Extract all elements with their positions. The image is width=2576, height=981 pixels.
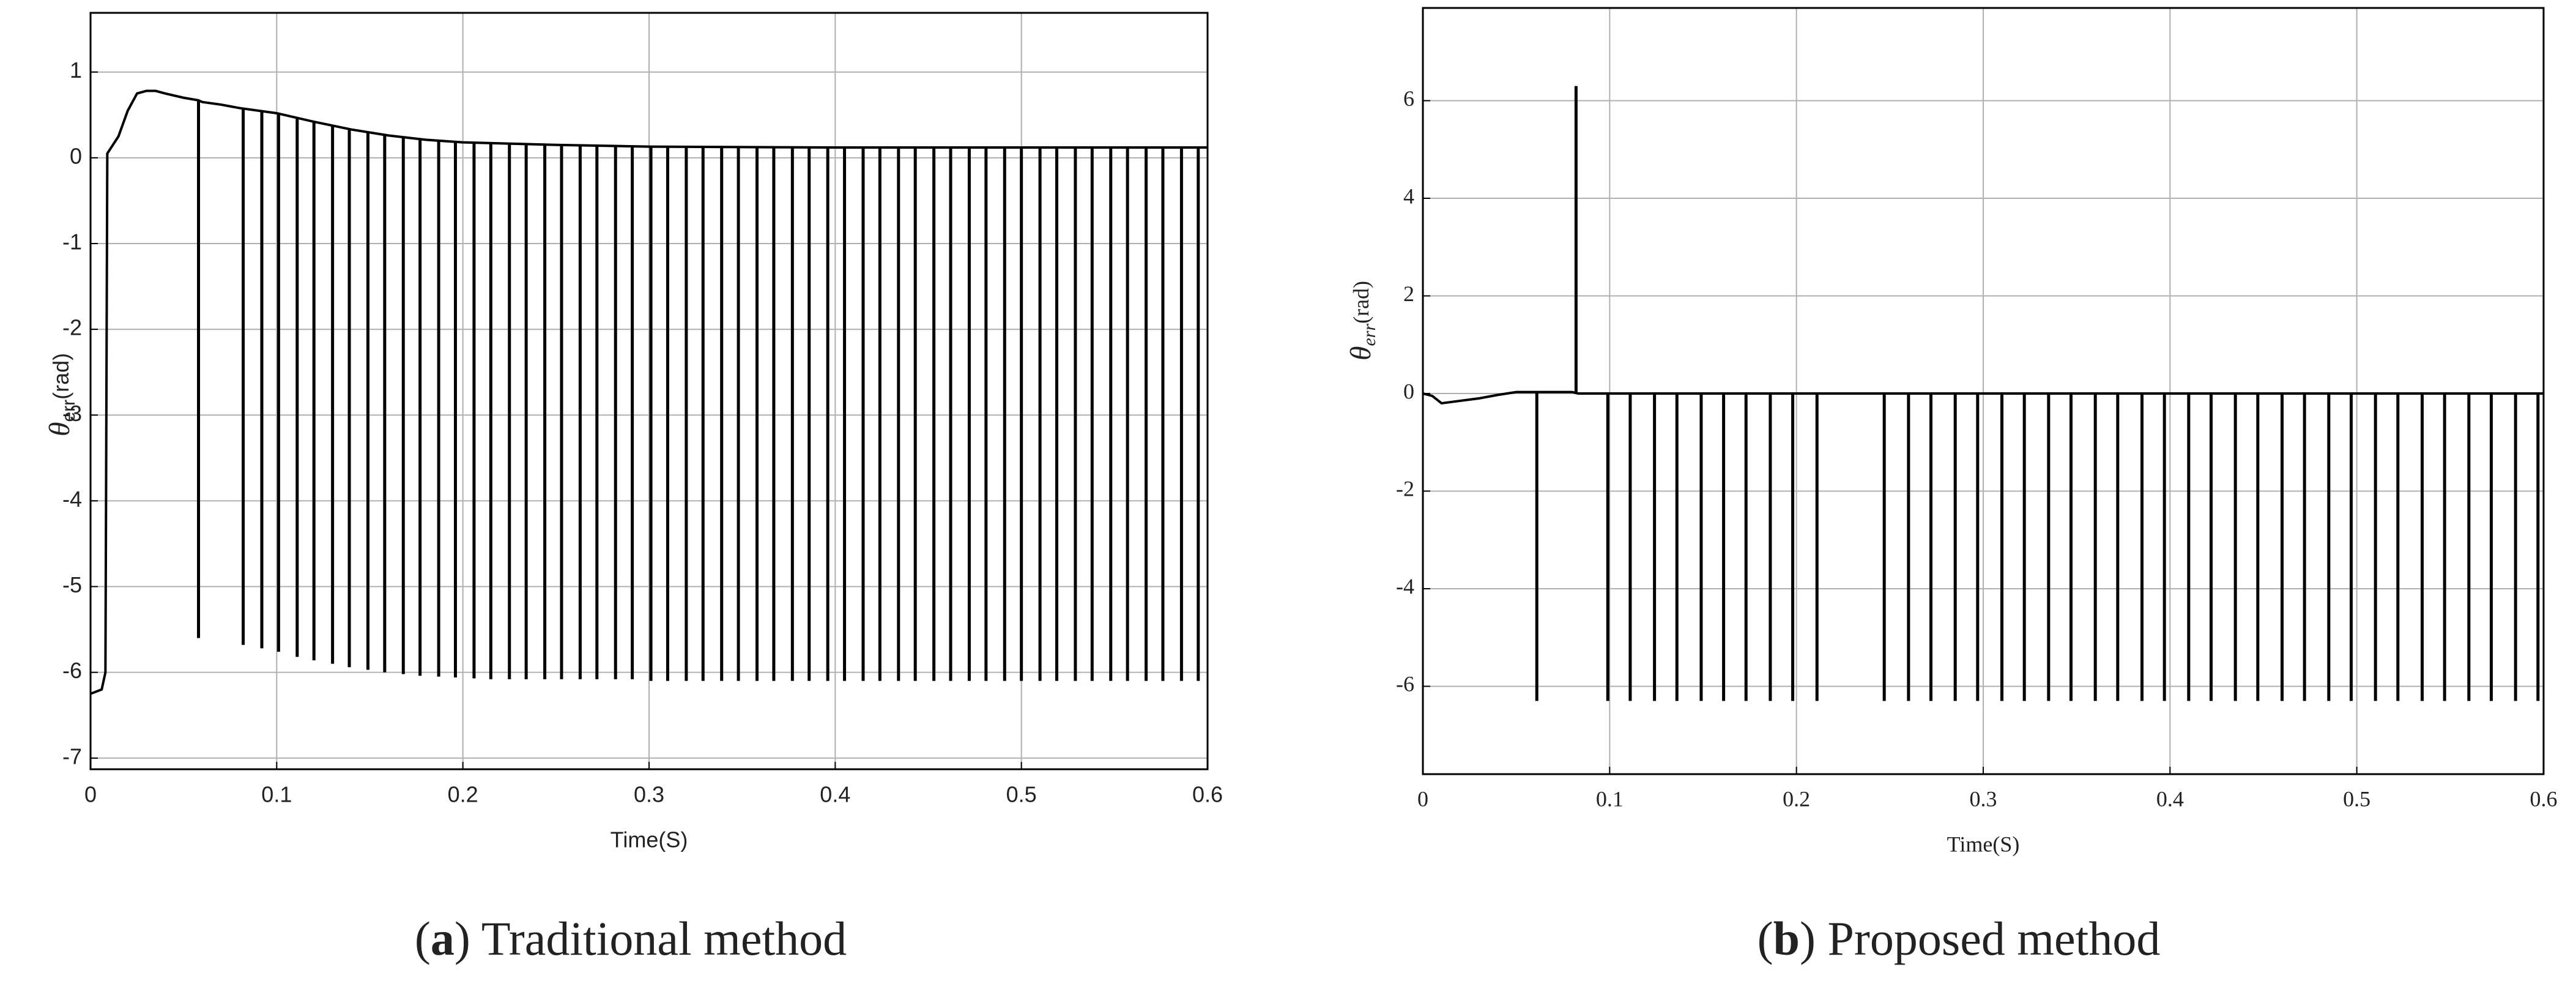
y-tick-label: -2 (62, 315, 82, 340)
caption-part: ) Traditional method (455, 912, 847, 965)
y-tick-label: -2 (1396, 477, 1414, 501)
series-line (1422, 390, 2544, 405)
y-tick-label: 0 (1403, 379, 1414, 403)
y-label-unit: (rad) (48, 353, 73, 400)
caption-part: a (431, 912, 455, 965)
x-tick-label: 0.1 (1596, 786, 1624, 811)
y-axis-label: θerr(rad) (43, 353, 79, 436)
x-tick-label: 0.2 (1783, 786, 1810, 811)
x-tick-label: 0.3 (1970, 786, 1997, 811)
y-label-subscript: err (59, 400, 79, 422)
y-tick-label: 6 (1403, 86, 1414, 111)
x-tick-label: 0.5 (1006, 782, 1037, 807)
y-tick-label: -6 (1396, 672, 1414, 696)
y-tick-label: 0 (70, 143, 82, 168)
x-tick-label: 0.1 (261, 782, 292, 807)
y-tick-label: -3 (62, 401, 82, 426)
x-tick-label: 0.5 (2343, 786, 2370, 811)
x-axis-label: Time(S) (1947, 832, 2020, 856)
y-tick-label: -4 (1396, 574, 1414, 599)
x-tick-label: 0.3 (634, 782, 664, 807)
y-tick-label: 1 (70, 58, 82, 83)
y-tick-label: 2 (1403, 282, 1414, 306)
y-tick-label: -5 (62, 572, 82, 597)
x-tick-label: 0 (1417, 786, 1428, 811)
y-axis-label: θerr(rad) (1345, 281, 1379, 360)
caption: (a) Traditional method (415, 912, 847, 965)
plot-frame (89, 12, 1209, 770)
y-label-unit: (rad) (1349, 281, 1373, 324)
caption-part: ) Proposed method (1800, 912, 2160, 965)
y-label-subscript: err (1359, 324, 1379, 346)
chart-panel: 10-1-2-3-4-5-6-70 0.1 0.2 0.3 0.4 0.5 0.6θerr(… (43, 12, 1223, 965)
y-tick-label: 4 (1403, 184, 1414, 208)
x-tick-label: 0.2 (448, 782, 478, 807)
y-label-symbol: θ (1345, 346, 1377, 361)
y-tick-label: -7 (62, 744, 82, 769)
x-tick-label: 0.6 (1192, 782, 1223, 807)
caption-part: b (1773, 912, 1800, 965)
y-tick-label: -1 (62, 229, 82, 254)
series-line (90, 89, 1208, 695)
chart-panel: 6 4 2 0 -2 -4 -6 0 0.1 0.2 0.3 0.4 0.5 0.6 θerr(rad) Ti… (1345, 7, 2558, 965)
x-axis-label: Time(S) (611, 827, 688, 852)
x-tick-label: 0.4 (820, 782, 850, 807)
x-tick-label: 0 (84, 782, 97, 807)
y-tick-label: -4 (62, 487, 82, 512)
caption-part: ( (1758, 912, 1773, 965)
y-tick-label: -6 (62, 658, 82, 683)
caption: (b) Proposed method (1758, 912, 2161, 965)
x-tick-label: 0.4 (2156, 786, 2184, 811)
caption-part: ( (415, 912, 431, 965)
x-tick-label: 0.6 (2530, 786, 2558, 811)
y-label-symbol: θ (43, 422, 76, 437)
plot-frame (1422, 7, 2545, 775)
